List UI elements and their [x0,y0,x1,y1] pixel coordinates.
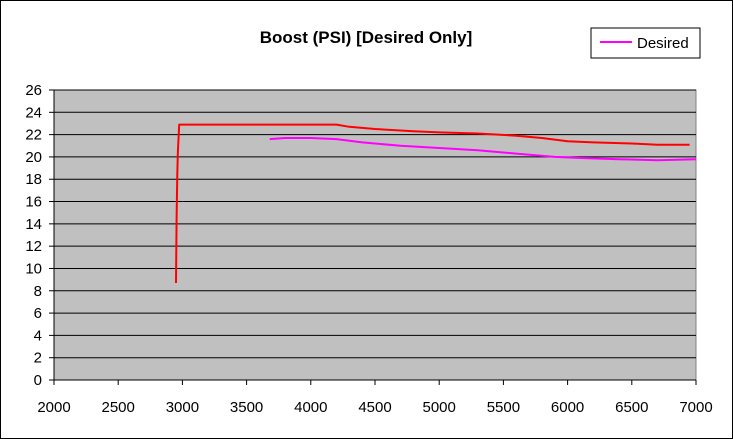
y-tick-label-10: 10 [25,260,42,277]
x-tick-label-3000: 3000 [166,399,199,416]
y-tick-label-24: 24 [25,104,42,121]
y-tick-label-20: 20 [25,149,42,166]
y-tick-label-8: 8 [34,283,42,300]
y-tick-label-6: 6 [34,305,42,322]
x-tick-label-4500: 4500 [358,399,391,416]
x-tick-label-2500: 2500 [102,399,135,416]
series-line-desired [269,137,697,162]
x-tick-label-6000: 6000 [551,399,584,416]
y-tick-label-18: 18 [25,171,42,188]
grid-lines [54,89,696,359]
x-tick-label-7000: 7000 [679,399,712,416]
x-tick-label-6500: 6500 [615,399,648,416]
y-tick-label-12: 12 [25,238,42,255]
chart-title: Boost (PSI) [Desired Only] [260,28,473,47]
plot-area [53,89,697,381]
y-tick-label-2: 2 [34,350,42,367]
y-tick-label-4: 4 [34,327,42,344]
y-tick-label-0: 0 [34,372,42,389]
legend-label-desired: Desired [637,35,689,52]
x-tick-label-4000: 4000 [294,399,327,416]
y-tick-label-16: 16 [25,194,42,211]
y-tick-label-14: 14 [25,216,42,233]
x-tick-label-5500: 5500 [487,399,520,416]
x-tick-label-5000: 5000 [423,399,456,416]
x-axis-ticks: 2000 2500 3000 3500 4000 4500 5000 5500 6000 6500… [37,380,713,416]
y-tick-label-22: 22 [25,127,42,144]
y-tick-label-26: 26 [25,82,42,99]
series-line-series-1 [175,123,690,284]
x-tick-label-2000: 2000 [37,399,70,416]
legend: Desired [590,27,701,59]
series-group [175,123,697,284]
x-tick-label-3500: 3500 [230,399,263,416]
